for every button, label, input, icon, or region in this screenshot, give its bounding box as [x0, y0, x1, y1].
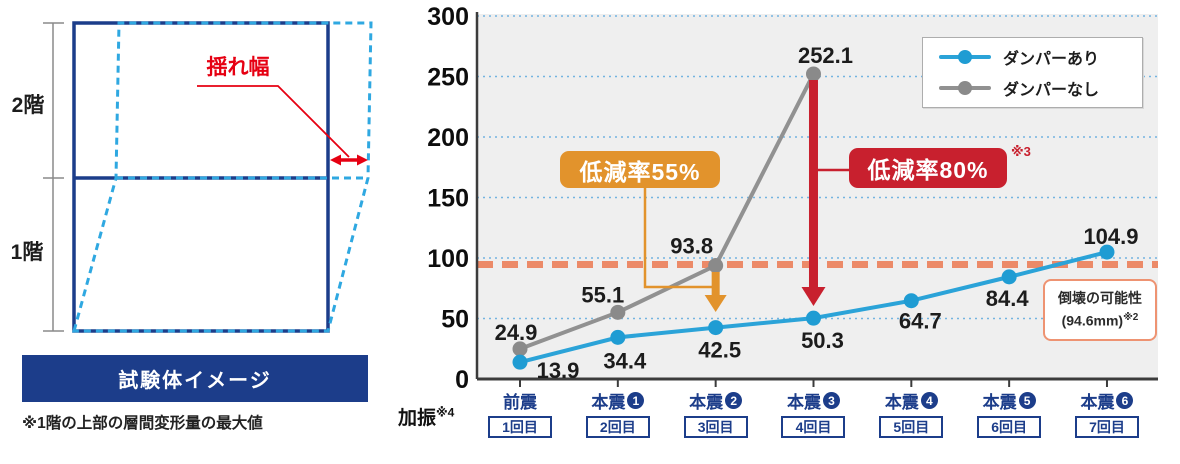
x-category: 本震 6 7回目 [1059, 388, 1155, 438]
collapse-note-line1: 倒壊の可能性 [1058, 290, 1142, 307]
reduction-55-badge: 低減率55% [560, 151, 720, 188]
sway-arrow [330, 154, 368, 166]
data-value-label: 42.5 [698, 338, 741, 363]
x-category-label: 本震 4 [885, 388, 938, 413]
data-point [805, 66, 821, 82]
data-point [708, 320, 724, 336]
data-point [903, 293, 919, 309]
x-category-number-icon: 3 [822, 392, 840, 409]
legend: ダンパーあり ダンパーなし [922, 37, 1143, 108]
diagram-footnote: ※1階の上部の層間変形量の最大値 [22, 415, 263, 432]
y-tick-label: 300 [427, 3, 469, 31]
reduction-80-arrowhead [801, 287, 826, 306]
x-category-number-icon: 4 [920, 392, 938, 409]
x-category-run-box: 4回目 [781, 416, 846, 438]
collapse-note-line2: (94.6mm)※2 [1061, 312, 1139, 329]
x-category: 本震 2 3回目 [668, 388, 764, 438]
data-value-label: 24.9 [495, 320, 538, 345]
data-point [512, 354, 528, 370]
reduction-80-badge: 低減率80% [849, 148, 1007, 188]
frame-deformed [72, 21, 373, 333]
floor1-label: 1階 [11, 241, 44, 264]
x-category-run-box: 7回目 [1074, 416, 1139, 438]
specimen-banner: 試験体イメージ [22, 355, 368, 402]
shake-footnote-mark: ※4 [436, 405, 455, 420]
data-value-label: 84.4 [986, 286, 1030, 311]
data-point [1001, 269, 1017, 285]
y-tick-label: 100 [427, 245, 469, 273]
floor2-label: 2階 [12, 94, 45, 117]
data-point [708, 258, 724, 274]
reduction-80-footnote-mark: ※3 [1011, 144, 1031, 159]
collapse-footnote-mark: ※2 [1123, 312, 1139, 324]
legend-line-gray-icon [939, 81, 991, 95]
data-value-label: 64.7 [899, 309, 942, 334]
data-value-label: 34.4 [603, 348, 647, 373]
x-category-run-box: 5回目 [879, 416, 944, 438]
x-category-label: 本震 1 [591, 388, 645, 413]
x-category: 本震 1 2回目 [570, 388, 666, 438]
measure-line [43, 22, 64, 332]
x-category-run-box: 3回目 [683, 416, 748, 438]
data-point [610, 304, 626, 320]
data-value-label: 104.9 [1083, 224, 1138, 249]
data-value-label: 252.1 [798, 43, 853, 68]
data-value-label: 50.3 [801, 328, 844, 353]
x-category-label: 本震 5 [983, 388, 1036, 413]
x-category-label: 本震 2 [689, 388, 743, 413]
legend-label: ダンパーあり [1003, 51, 1100, 68]
legend-label: ダンパーなし [1003, 82, 1100, 99]
test-specimen-diagram: 2階 1階 揺れ幅 [11, 21, 373, 333]
sway-width-label: 揺れ幅 [207, 55, 270, 79]
x-category-number-icon: 2 [725, 392, 743, 409]
x-category: 本震 3 4回目 [765, 388, 861, 438]
data-value-label: 13.9 [537, 358, 580, 383]
x-category: 本震 5 6回目 [961, 388, 1057, 438]
x-axis-title: 加振※4 [398, 405, 455, 429]
data-value-label: 93.8 [670, 234, 713, 259]
x-category-label: 本震 3 [787, 388, 840, 413]
data-point [610, 329, 626, 345]
y-tick-label: 250 [427, 64, 469, 92]
data-point [512, 341, 528, 357]
x-category-run-box: 2回目 [585, 416, 650, 438]
reduction-55-arrowhead [704, 295, 727, 312]
y-tick-label: 150 [427, 185, 469, 213]
x-category-label: 本震 6 [1080, 388, 1134, 413]
x-category: 前震 1回目 [472, 388, 568, 438]
x-category-number-icon: 5 [1018, 392, 1036, 409]
x-category-label: 前震 [503, 393, 537, 412]
data-value-label: 55.1 [581, 282, 624, 307]
x-category-number-icon: 1 [627, 392, 645, 409]
y-tick-label: 200 [427, 124, 469, 152]
y-tick-label: 50 [441, 306, 469, 334]
legend-item-with-damper: ダンパーあり [939, 45, 1142, 69]
x-category-number-icon: 6 [1116, 392, 1134, 409]
series-line-0 [519, 73, 816, 351]
legend-line-blue-icon [939, 50, 991, 64]
collapse-threshold-note: 倒壊の可能性 (94.6mm)※2 [1043, 279, 1157, 341]
y-tick-label: 0 [455, 366, 469, 394]
legend-item-without-damper: ダンパーなし [939, 76, 1142, 100]
x-category-run-box: 1回目 [488, 416, 552, 438]
x-category: 本震 4 5回目 [863, 388, 959, 438]
data-point [1099, 244, 1115, 260]
reduction-55-connector [643, 188, 716, 289]
sway-leader-line [197, 85, 350, 158]
x-category-run-box: 6回目 [977, 416, 1042, 438]
data-point [805, 310, 821, 326]
